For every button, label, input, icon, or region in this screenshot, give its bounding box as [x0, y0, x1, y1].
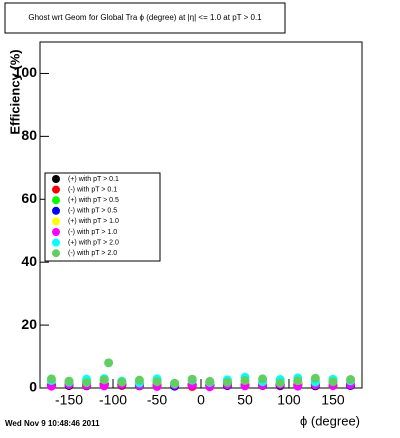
- legend-marker: [52, 206, 60, 215]
- legend-box: [44, 172, 161, 262]
- legend-label: (+) with pT > 1.0: [68, 218, 119, 225]
- legend-marker: [52, 238, 60, 247]
- legend: (+) with pT > 0.1 (-) with pT > 0.1 (+) wi…: [44, 172, 161, 262]
- y-tick-label: 40: [21, 253, 37, 269]
- data-point: [82, 378, 92, 388]
- title-box: [4, 2, 286, 34]
- data-point: [275, 378, 285, 388]
- legend-marker: [52, 228, 60, 236]
- legend-label: (-) with pT > 0.5: [68, 208, 117, 215]
- data-point: [205, 376, 215, 386]
- data-point: [258, 374, 268, 384]
- data-point: [117, 377, 127, 387]
- legend-marker: [52, 196, 60, 205]
- x-tick-label: -100: [99, 392, 127, 408]
- x-tick-label: 150: [321, 392, 345, 408]
- x-tick-label: -50: [147, 392, 167, 408]
- legend-label: (+) with pT > 0.5: [68, 197, 119, 204]
- x-tick-label: 50: [237, 392, 253, 408]
- chart-title: Ghost wrt Geom for Global Tra ϕ (degree)…: [28, 13, 262, 22]
- legend-marker: [52, 217, 60, 226]
- data-point: [240, 375, 250, 385]
- data-point: [99, 375, 109, 385]
- y-tick-label: 20: [21, 316, 37, 332]
- data-point: [310, 373, 320, 383]
- data-point: [134, 375, 144, 385]
- footer: Wed Nov 9 10:48:46 2011: [5, 419, 100, 428]
- legend-label: (-) with pT > 1.0: [68, 229, 117, 236]
- legend-label: (+) with pT > 2.0: [68, 239, 119, 246]
- data-point: [328, 377, 338, 387]
- x-tick-label: 0: [197, 392, 205, 408]
- data-point: [46, 374, 56, 384]
- x-tick-label: -150: [55, 392, 83, 408]
- data-point: [346, 375, 356, 385]
- y-tick-label: 0: [29, 379, 37, 395]
- data-point: [64, 376, 74, 386]
- y-axis-label: Efficiency (%): [7, 49, 22, 134]
- legend-label: (-) with pT > 2.0: [68, 250, 117, 257]
- data-point: [293, 376, 303, 386]
- y-tick-label: 100: [14, 64, 38, 80]
- y-tick-label: 60: [21, 190, 37, 206]
- x-tick-label: 100: [277, 392, 301, 408]
- legend-marker: [52, 185, 60, 194]
- data-point: [170, 378, 180, 388]
- y-tick-label: 80: [21, 127, 37, 143]
- legend-marker: [52, 249, 60, 258]
- x-axis-label: ϕ (degree): [300, 413, 360, 428]
- legend-marker: [52, 175, 60, 183]
- data-point: [187, 374, 197, 384]
- legend-label: (+) with pT > 0.1: [68, 176, 119, 183]
- data-point: [104, 358, 114, 368]
- data-point: [152, 377, 162, 387]
- data-point: [222, 377, 232, 387]
- legend-label: (-) with pT > 0.1: [68, 186, 117, 193]
